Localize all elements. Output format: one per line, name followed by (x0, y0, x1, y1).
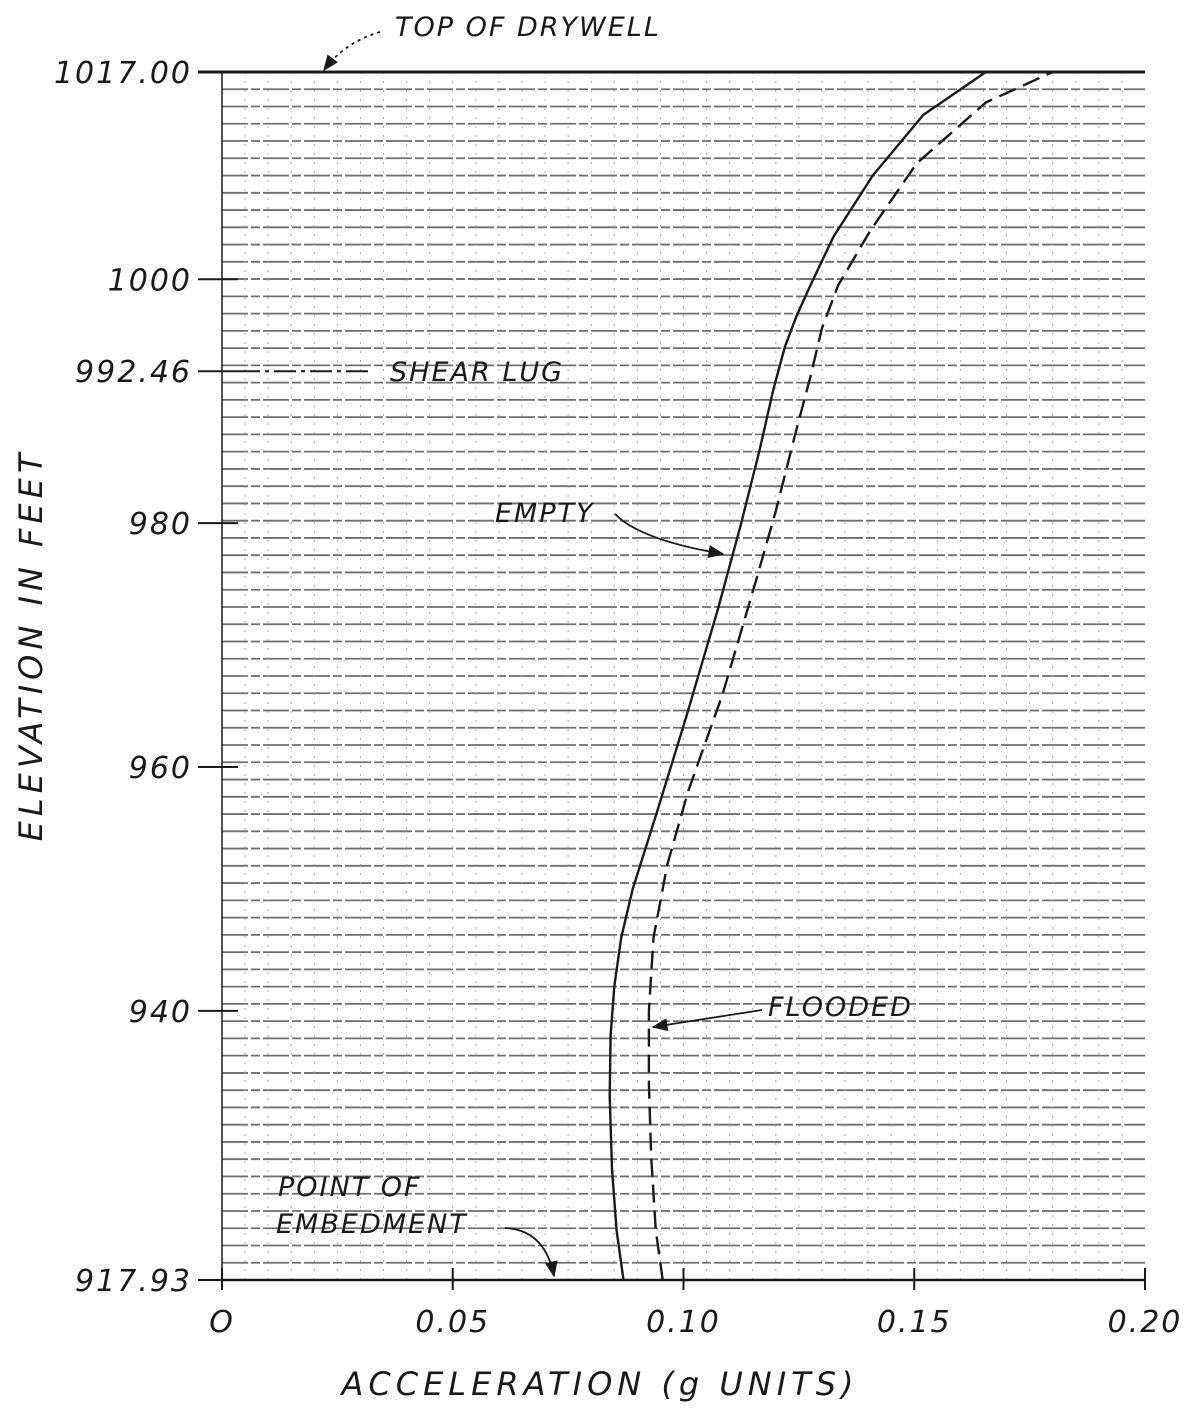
y-tick-label: 917.93 (75, 1264, 192, 1299)
y-tick-label: 980 (129, 507, 192, 542)
annotation-top-of-drywell: TOP OF DRYWELL (395, 12, 661, 43)
annotation-point-of-embedment-line1: POINT OF (278, 1172, 422, 1203)
x-tick-label: 0.10 (646, 1305, 721, 1340)
annotation-empty: EMPTY (495, 498, 595, 529)
x-axis-title: ACCELERATION (g UNITS) (339, 1365, 858, 1403)
annotation-top-of-drywell-arrow (323, 31, 381, 72)
axis-titles: ACCELERATION (g UNITS) ELEVATION IN FEET (12, 449, 858, 1403)
series-lines (608, 70, 1054, 1281)
x-tick-label: 0.05 (415, 1305, 490, 1340)
y-tick-label: 940 (129, 995, 192, 1030)
grid (222, 72, 1145, 1280)
x-tick-label: 0.20 (1108, 1305, 1183, 1340)
y-axis-title: ELEVATION IN FEET (12, 449, 50, 842)
annotation-point-of-embedment-arrow (504, 1227, 558, 1278)
annotation-empty-arrow (614, 513, 725, 558)
annotation-flooded: FLOODED (768, 992, 913, 1023)
y-tick-label: 960 (129, 751, 192, 786)
y-tick-label: 1017.00 (54, 56, 192, 91)
annotation-point-of-embedment-line2: EMBEDMENT (276, 1209, 468, 1240)
series-flooded-line (647, 70, 1054, 1281)
series-empty-line (608, 71, 987, 1281)
annotation-flooded-arrow (651, 1009, 763, 1032)
annotations: TOP OF DRYWELL SHEAR LUG EMPTY FLOODED POINT… (238, 12, 913, 1278)
x-tick-label: 0.15 (877, 1305, 952, 1340)
x-tick-label: O (209, 1305, 235, 1340)
y-tick-label: 992.46 (75, 355, 192, 390)
annotation-shear-lug: SHEAR LUG (390, 357, 564, 388)
y-tick-label: 1000 (108, 263, 192, 298)
tick-labels: O 0.05 0.10 0.15 0.20 917.93 940 960 980 992.46 10… (54, 56, 1183, 1340)
